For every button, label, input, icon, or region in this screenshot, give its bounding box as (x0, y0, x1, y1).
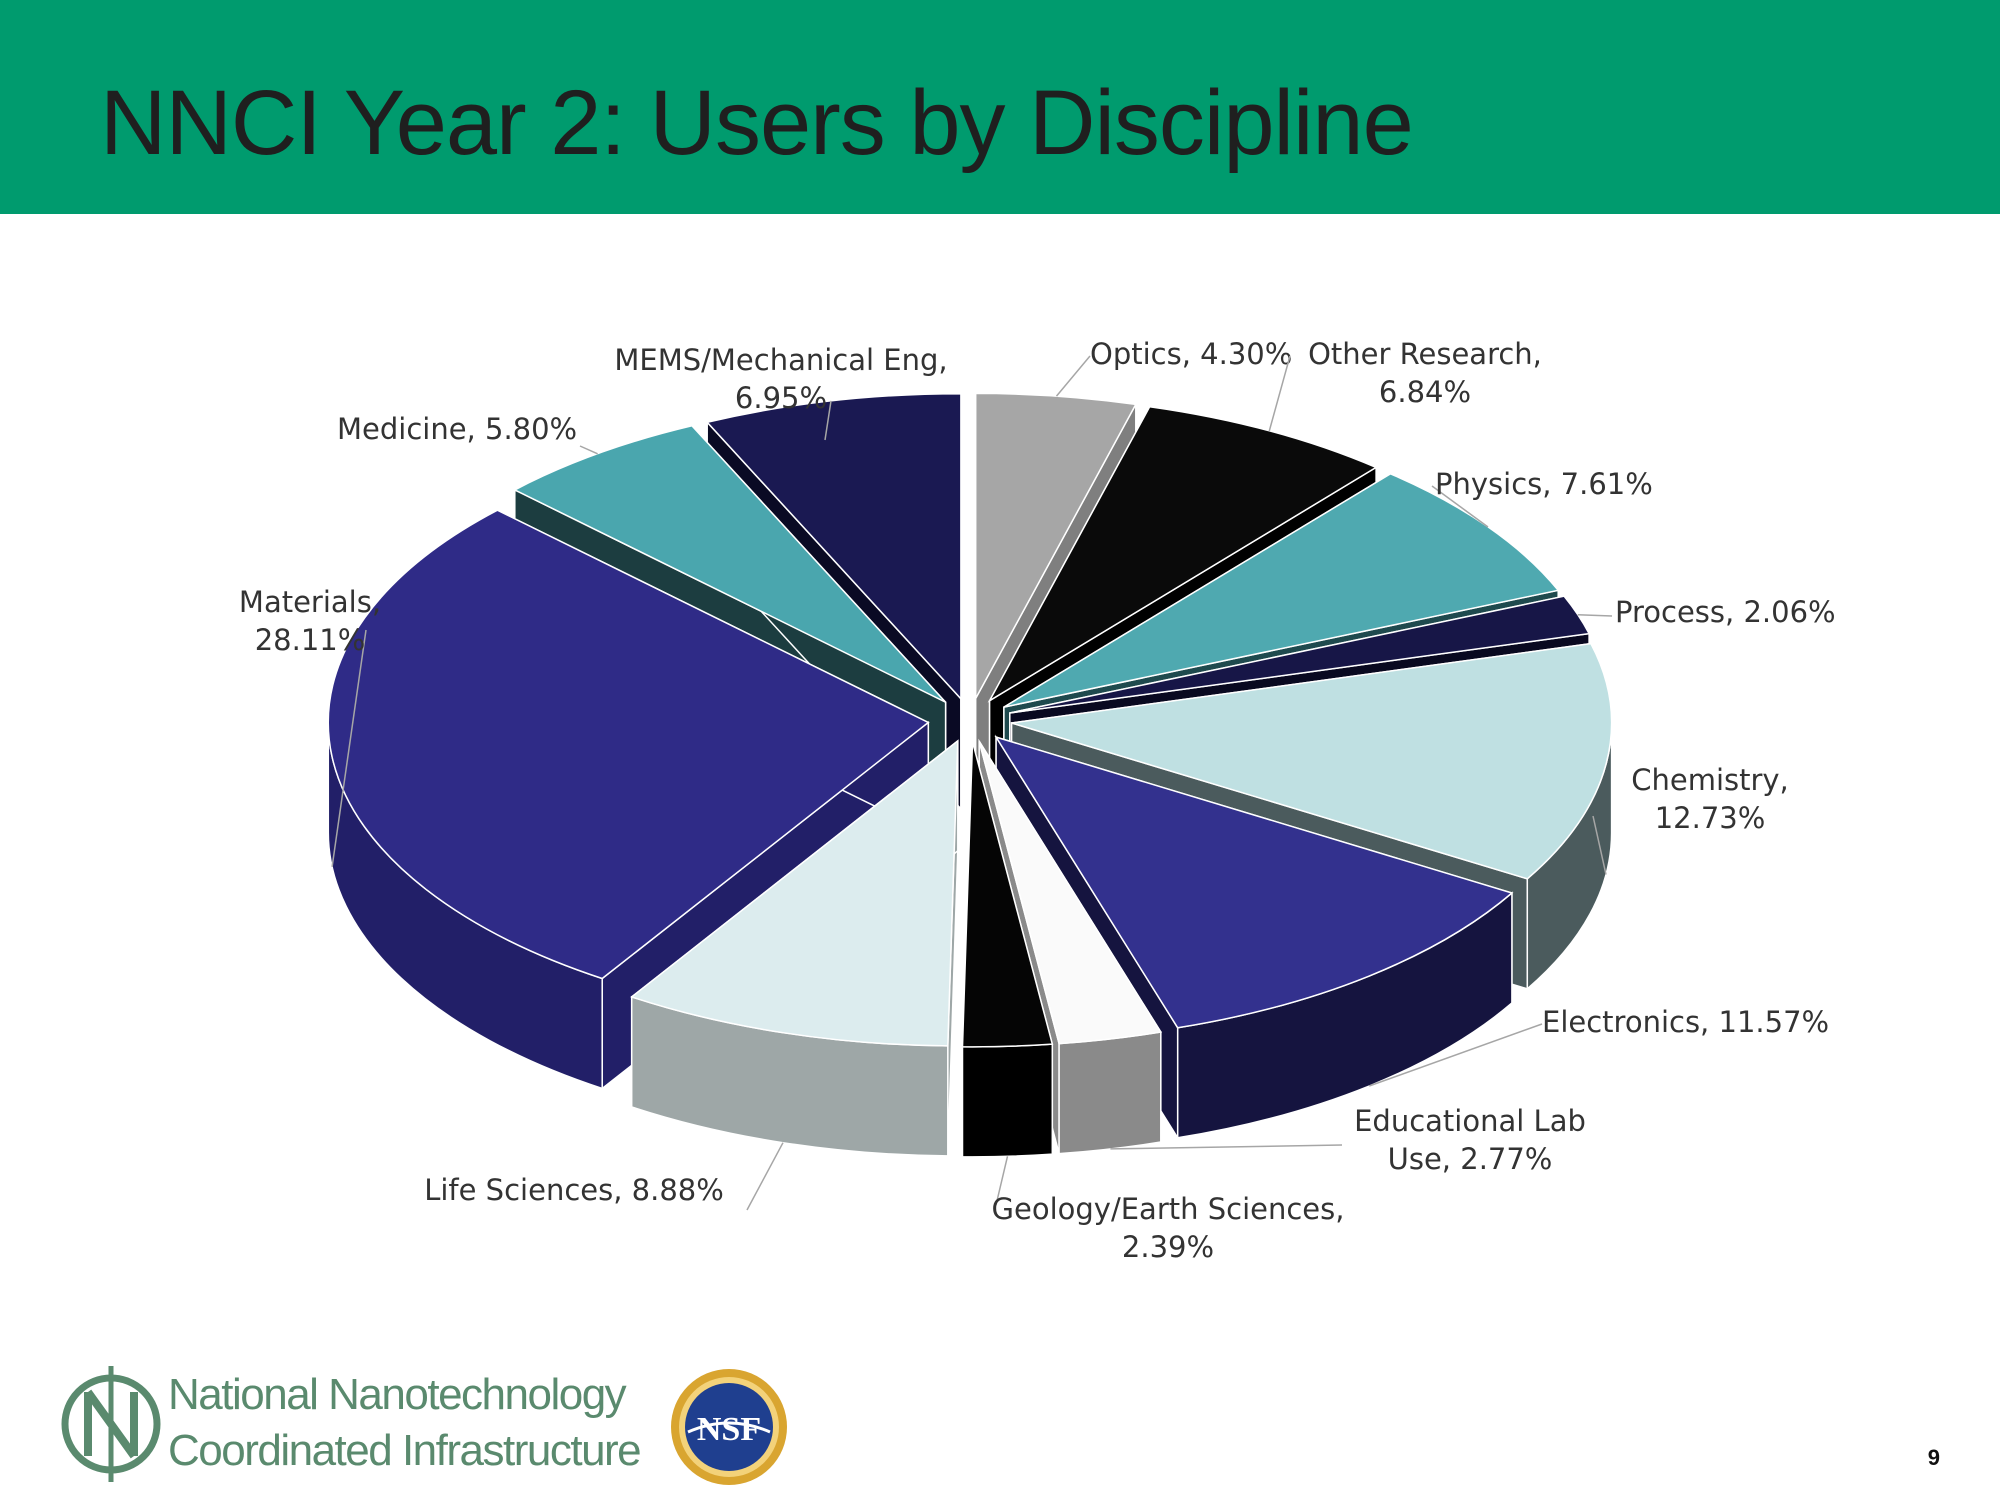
leader-line (1577, 613, 1613, 617)
data-label: Physics, 7.61% (1435, 467, 1653, 501)
leader-line (995, 1156, 1009, 1206)
leader-line (1055, 355, 1091, 397)
pie-slice-top-materials (327, 509, 930, 980)
nsf-globe-icon (685, 1383, 773, 1471)
pie-slice-top-educational-lab-use (978, 740, 1163, 1045)
pie-slice-top-medicine (513, 424, 947, 703)
pie-slice (961, 741, 1054, 1158)
pie-slice-outer-wall (961, 1043, 1054, 1158)
pie-slice-top-electronics (994, 735, 1514, 1029)
leader-line (824, 400, 832, 441)
pie-slice (630, 739, 959, 1157)
data-label: Other Research, 6.84% (1308, 337, 1542, 409)
leader-line (1368, 1023, 1543, 1087)
data-label: Life Sciences, 8.88% (424, 1173, 724, 1207)
pie-slice-outer-wall (1058, 1031, 1162, 1155)
nsf-logo: NSF (664, 1362, 794, 1492)
data-label: Geology/Earth Sciences, 2.39% (992, 1192, 1345, 1264)
nnci-logo: National Nanotechnology Coordinated Infr… (56, 1362, 656, 1488)
title-bar: NNCI Year 2: Users by Discipline (0, 0, 2000, 214)
logo-line-1: National Nanotechnology (168, 1370, 627, 1419)
page-number: 9 (1927, 1445, 1940, 1470)
logo-line-2: Coordinated Infrastructure (168, 1426, 642, 1475)
pie-slice-top-optics (974, 392, 1137, 699)
leader-line (746, 1142, 784, 1211)
leader-line (579, 445, 598, 455)
leader-line (1110, 1144, 1343, 1150)
nnci-emblem-icon (61, 1366, 161, 1482)
leader-line (1268, 355, 1291, 432)
data-label: Materials, 28.11% (239, 585, 381, 657)
leader-line (1592, 815, 1607, 875)
data-label: Process, 2.06% (1615, 595, 1836, 629)
slide-title: NNCI Year 2: Users by Discipline (100, 72, 1414, 174)
pie-slice-top-process (1009, 595, 1591, 714)
data-label: Chemistry, 12.73% (1631, 763, 1789, 835)
leader-line (1431, 485, 1489, 528)
data-label: Educational Lab Use, 2.77% (1354, 1104, 1586, 1176)
data-label: Electronics, 11.57% (1542, 1005, 1829, 1039)
pie-slice-top-geology-earth-sciences (961, 741, 1054, 1048)
data-label: Optics, 4.30% (1090, 337, 1292, 371)
pie-slice-top-chemistry (1011, 642, 1613, 880)
pie-slice-top-life-sciences (630, 739, 959, 1047)
nsf-logo-text: NSF (697, 1411, 761, 1448)
leader-line (331, 629, 367, 868)
data-label: Medicine, 5.80% (337, 412, 577, 446)
data-label: MEMS/Mechanical Eng, 6.95% (614, 343, 947, 415)
